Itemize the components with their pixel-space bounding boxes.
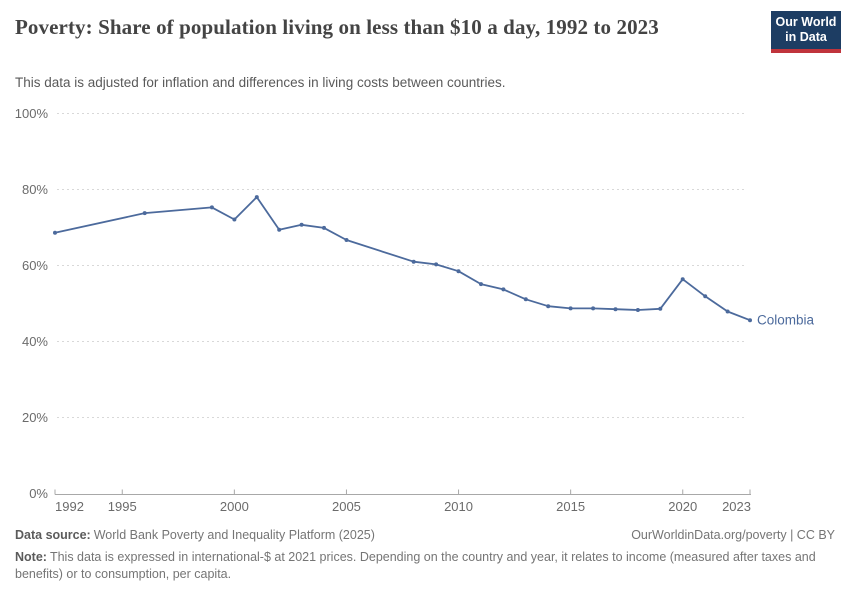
data-point[interactable] [658, 306, 663, 311]
attribution-link[interactable]: OurWorldinData.org/poverty | CC BY [631, 528, 835, 542]
data-point[interactable] [748, 318, 752, 323]
y-tick-label: 80% [22, 182, 48, 197]
data-point[interactable] [725, 309, 730, 314]
data-point[interactable] [277, 227, 282, 232]
y-tick-label: 40% [22, 334, 48, 349]
data-point[interactable] [434, 262, 439, 267]
data-point[interactable] [411, 259, 416, 264]
data-point[interactable] [344, 238, 349, 242]
series-line-colombia[interactable] [54, 196, 751, 322]
data-point[interactable] [568, 306, 573, 311]
data-point[interactable] [703, 294, 708, 299]
owid-logo-line2: in Data [785, 30, 827, 44]
data-point[interactable] [456, 269, 461, 274]
data-source-label: Data source: [15, 528, 91, 542]
data-point[interactable] [142, 211, 147, 216]
data-point[interactable] [680, 277, 685, 282]
data-point[interactable] [209, 205, 214, 210]
owid-logo-line1: Our World [775, 15, 837, 29]
data-point[interactable] [254, 195, 259, 200]
x-tick-label: 2015 [556, 499, 585, 514]
footer-source-row: Data source: World Bank Poverty and Inequ… [15, 527, 835, 543]
footer-note: Note: This data is expressed in internati… [15, 549, 821, 583]
data-point[interactable] [613, 307, 618, 312]
x-tick-label: 2005 [332, 499, 361, 514]
x-tick-label: 2023 [722, 499, 751, 514]
x-tick-label: 1992 [55, 499, 84, 514]
note-text: This data is expressed in international-… [15, 550, 816, 581]
note-label: Note: [15, 550, 47, 564]
owid-logo[interactable]: Our World in Data [771, 11, 841, 53]
data-point[interactable] [635, 308, 640, 312]
data-point[interactable] [232, 217, 237, 222]
data-point[interactable] [523, 297, 528, 302]
page-title: Poverty: Share of population living on l… [15, 15, 659, 39]
y-tick-label: 100% [15, 106, 49, 121]
x-tick-label: 2010 [444, 499, 473, 514]
entity-label-colombia[interactable]: Colombia [757, 313, 815, 328]
data-source-value: World Bank Poverty and Inequality Platfo… [93, 528, 375, 542]
x-tick-label: 2020 [668, 499, 697, 514]
data-point[interactable] [299, 222, 304, 227]
x-tick-label: 1995 [108, 499, 137, 514]
y-tick-label: 20% [22, 410, 48, 425]
y-tick-label: 60% [22, 258, 48, 273]
x-tick-label: 2000 [220, 499, 249, 514]
data-point[interactable] [546, 304, 551, 309]
data-point[interactable] [501, 287, 506, 292]
chart-subtitle: This data is adjusted for inflation and … [15, 75, 506, 90]
data-source: Data source: World Bank Poverty and Inequ… [15, 527, 375, 543]
y-tick-label: 0% [29, 486, 48, 501]
data-point[interactable] [591, 306, 596, 311]
data-point[interactable] [479, 282, 483, 287]
data-point[interactable] [322, 225, 326, 230]
data-point[interactable] [53, 230, 57, 235]
